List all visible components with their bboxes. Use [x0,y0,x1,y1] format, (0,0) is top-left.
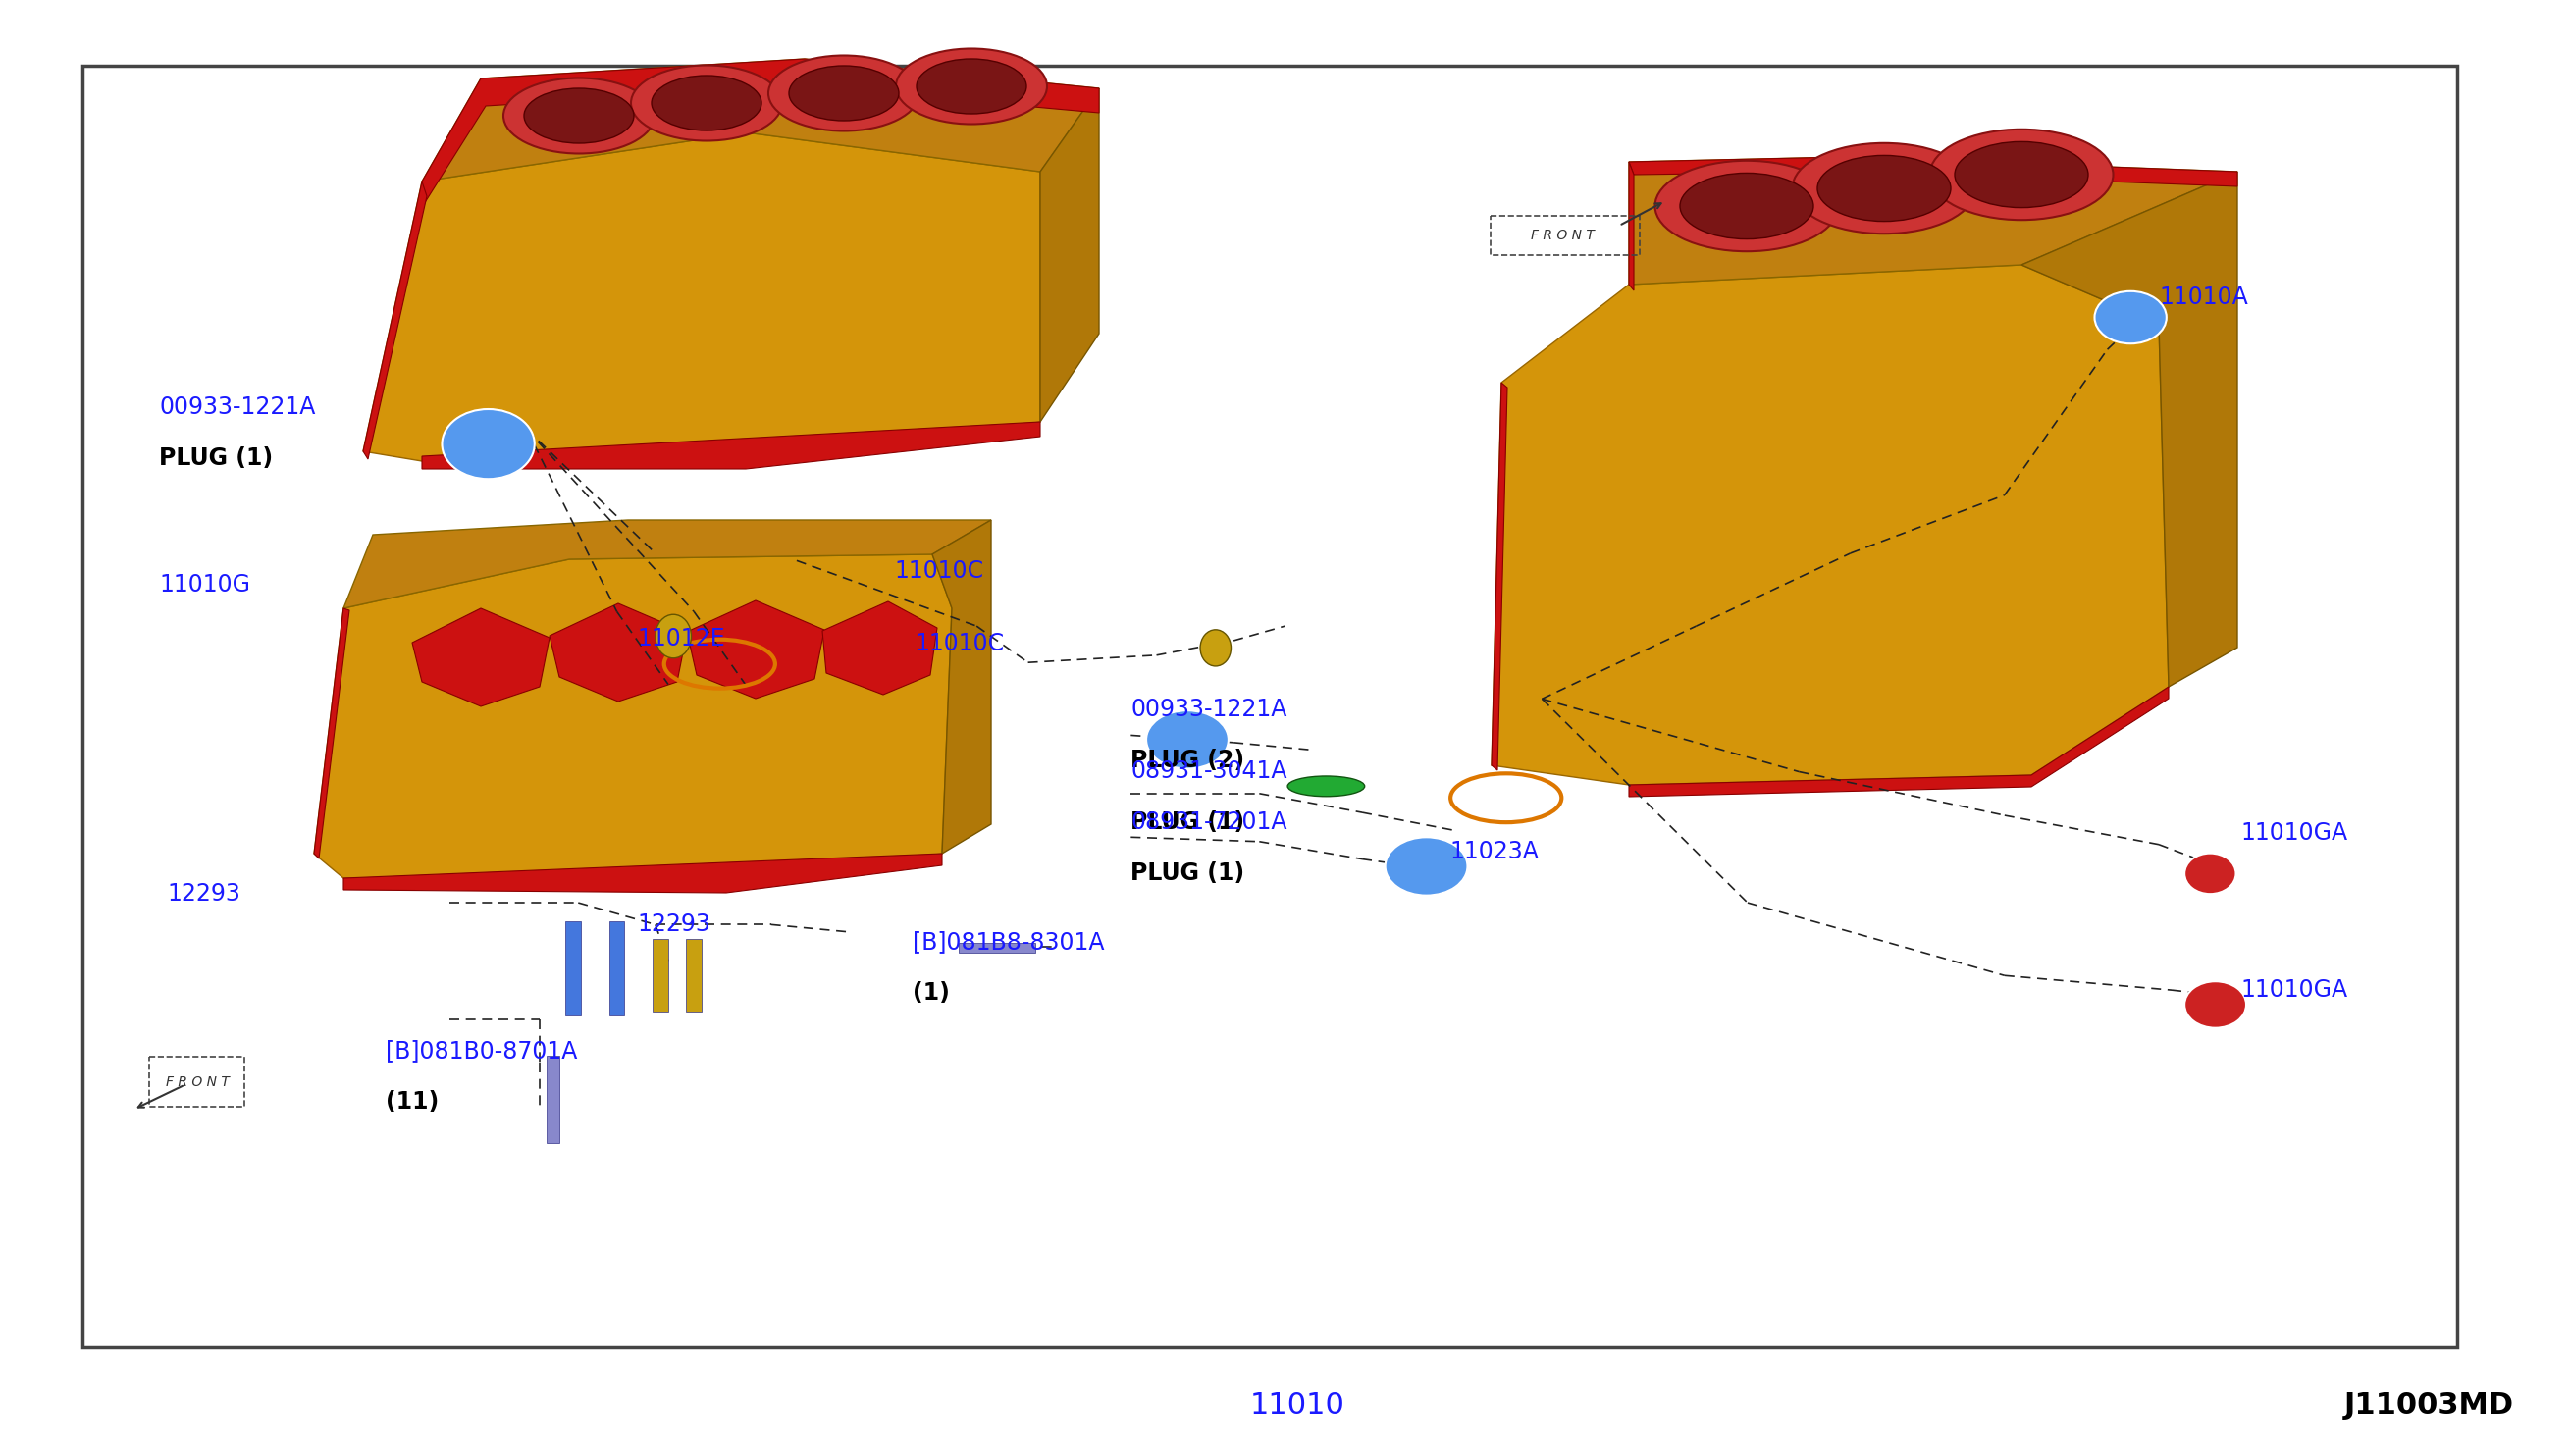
Bar [686,939,702,1012]
Ellipse shape [1956,141,2089,208]
Text: 11010: 11010 [1252,1390,1344,1420]
Polygon shape [421,58,1100,204]
Ellipse shape [632,66,781,141]
Text: 12293: 12293 [167,882,242,906]
Polygon shape [1491,383,1506,770]
Polygon shape [1041,89,1100,422]
Polygon shape [314,609,350,859]
Polygon shape [362,132,1041,466]
Text: PLUG (2): PLUG (2) [1131,748,1244,772]
Ellipse shape [524,89,635,143]
Ellipse shape [2184,981,2246,1028]
Ellipse shape [1681,173,1814,239]
Polygon shape [1629,687,2169,796]
Polygon shape [411,609,550,706]
Polygon shape [822,601,938,695]
Text: 08931-7201A: 08931-7201A [1131,811,1288,834]
Polygon shape [314,555,951,882]
Ellipse shape [655,614,691,658]
Polygon shape [344,853,943,893]
Text: 11010C: 11010C [915,632,1005,655]
Text: 11010G: 11010G [159,574,252,597]
Polygon shape [362,182,427,459]
Text: F R O N T: F R O N T [1532,229,1593,243]
Bar [959,943,1036,954]
Text: 11012E: 11012E [637,628,725,651]
Ellipse shape [1288,776,1365,796]
Text: F R O N T: F R O N T [167,1075,229,1089]
Text: [B]081B8-8301A: [B]081B8-8301A [912,930,1105,954]
Polygon shape [686,600,825,699]
Ellipse shape [1817,156,1951,221]
Ellipse shape [917,58,1025,114]
Ellipse shape [768,55,920,131]
Polygon shape [2023,172,2238,687]
Ellipse shape [1930,130,2113,220]
Ellipse shape [897,48,1046,124]
Text: 11010GA: 11010GA [2241,821,2349,844]
Ellipse shape [2184,853,2236,894]
Text: PLUG (1): PLUG (1) [1131,811,1244,834]
Bar [547,1056,560,1143]
Ellipse shape [442,409,535,479]
Polygon shape [421,58,1100,182]
Bar [653,939,668,1012]
Text: 00933-1221A: 00933-1221A [159,396,316,419]
Bar [609,920,625,1016]
Text: [B]081B0-8701A: [B]081B0-8701A [385,1040,578,1063]
Polygon shape [1491,265,2169,785]
Text: 11010A: 11010A [2159,285,2249,309]
Polygon shape [933,520,992,853]
Ellipse shape [1655,160,1838,252]
Text: 08931-3041A: 08931-3041A [1131,760,1288,783]
Bar [82,66,2457,1347]
Text: (1): (1) [912,981,948,1005]
Bar [565,920,581,1016]
Ellipse shape [1146,711,1228,769]
Text: 00933-1221A: 00933-1221A [1131,697,1288,721]
Text: 12293: 12293 [637,913,712,936]
Ellipse shape [1791,143,1976,234]
Text: PLUG (1): PLUG (1) [1131,862,1244,885]
Ellipse shape [2095,291,2167,344]
Ellipse shape [653,76,761,131]
Polygon shape [344,520,992,609]
Text: (11): (11) [385,1091,439,1114]
Text: PLUG (1): PLUG (1) [159,447,272,470]
Ellipse shape [1200,629,1231,665]
Polygon shape [1629,157,2238,284]
Polygon shape [550,603,686,702]
Ellipse shape [1385,837,1467,895]
Ellipse shape [504,79,655,153]
Ellipse shape [789,66,900,121]
Polygon shape [1629,162,1635,290]
Polygon shape [1629,157,2238,186]
Text: 11023A: 11023A [1449,840,1539,863]
Text: J11003MD: J11003MD [2344,1390,2513,1420]
Text: 11010C: 11010C [894,559,984,582]
Text: 11010GA: 11010GA [2241,978,2349,1002]
Polygon shape [421,422,1041,469]
